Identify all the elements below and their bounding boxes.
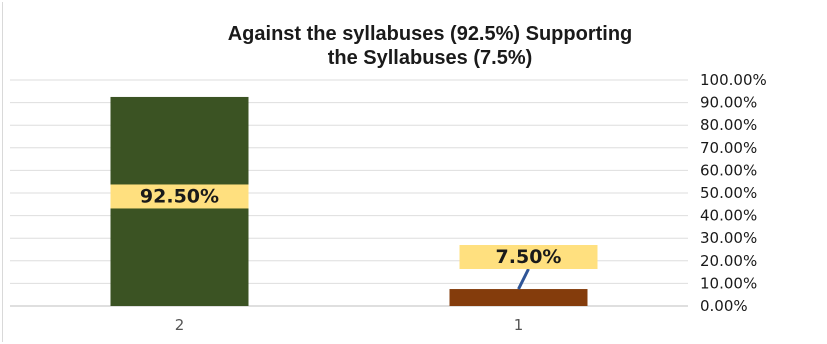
y-axis-tick-labels: 0.00% 10.00% 20.00% 30.00% 40.00% 50.00% 60.00… [700, 71, 767, 315]
leader-line [517, 268, 530, 290]
data-label: 7.50% [496, 246, 562, 268]
data-label: 92.50% [140, 185, 219, 207]
leader-lines [517, 268, 530, 290]
y-tick-label: 40.00% [700, 207, 757, 225]
x-tick-label: 1 [514, 316, 524, 334]
data-label-box [459, 245, 598, 269]
y-tick-label: 20.00% [700, 252, 757, 270]
chart-border-left [2, 2, 3, 342]
y-tick-label: 100.00% [700, 71, 767, 89]
bar [449, 289, 588, 306]
y-tick-label: 0.00% [700, 297, 748, 315]
chart-title: Against the syllabuses (92.5%) Supportin… [228, 23, 633, 69]
y-tick-label: 30.00% [700, 229, 757, 247]
y-tick-label: 50.00% [700, 184, 757, 202]
y-tick-label: 90.00% [700, 94, 757, 112]
y-tick-label: 10.00% [700, 274, 757, 292]
y-tick-label: 60.00% [700, 161, 757, 179]
data-labels: 92.50% 7.50% [110, 184, 598, 269]
x-tick-label: 2 [175, 316, 185, 334]
y-tick-label: 80.00% [700, 116, 757, 134]
chart-title-line-2: the Syllabuses (7.5%) [328, 47, 533, 69]
y-tick-label: 70.00% [700, 139, 757, 157]
chart-title-line-1: Against the syllabuses (92.5%) Supportin… [228, 23, 633, 45]
data-label-box [110, 184, 249, 209]
